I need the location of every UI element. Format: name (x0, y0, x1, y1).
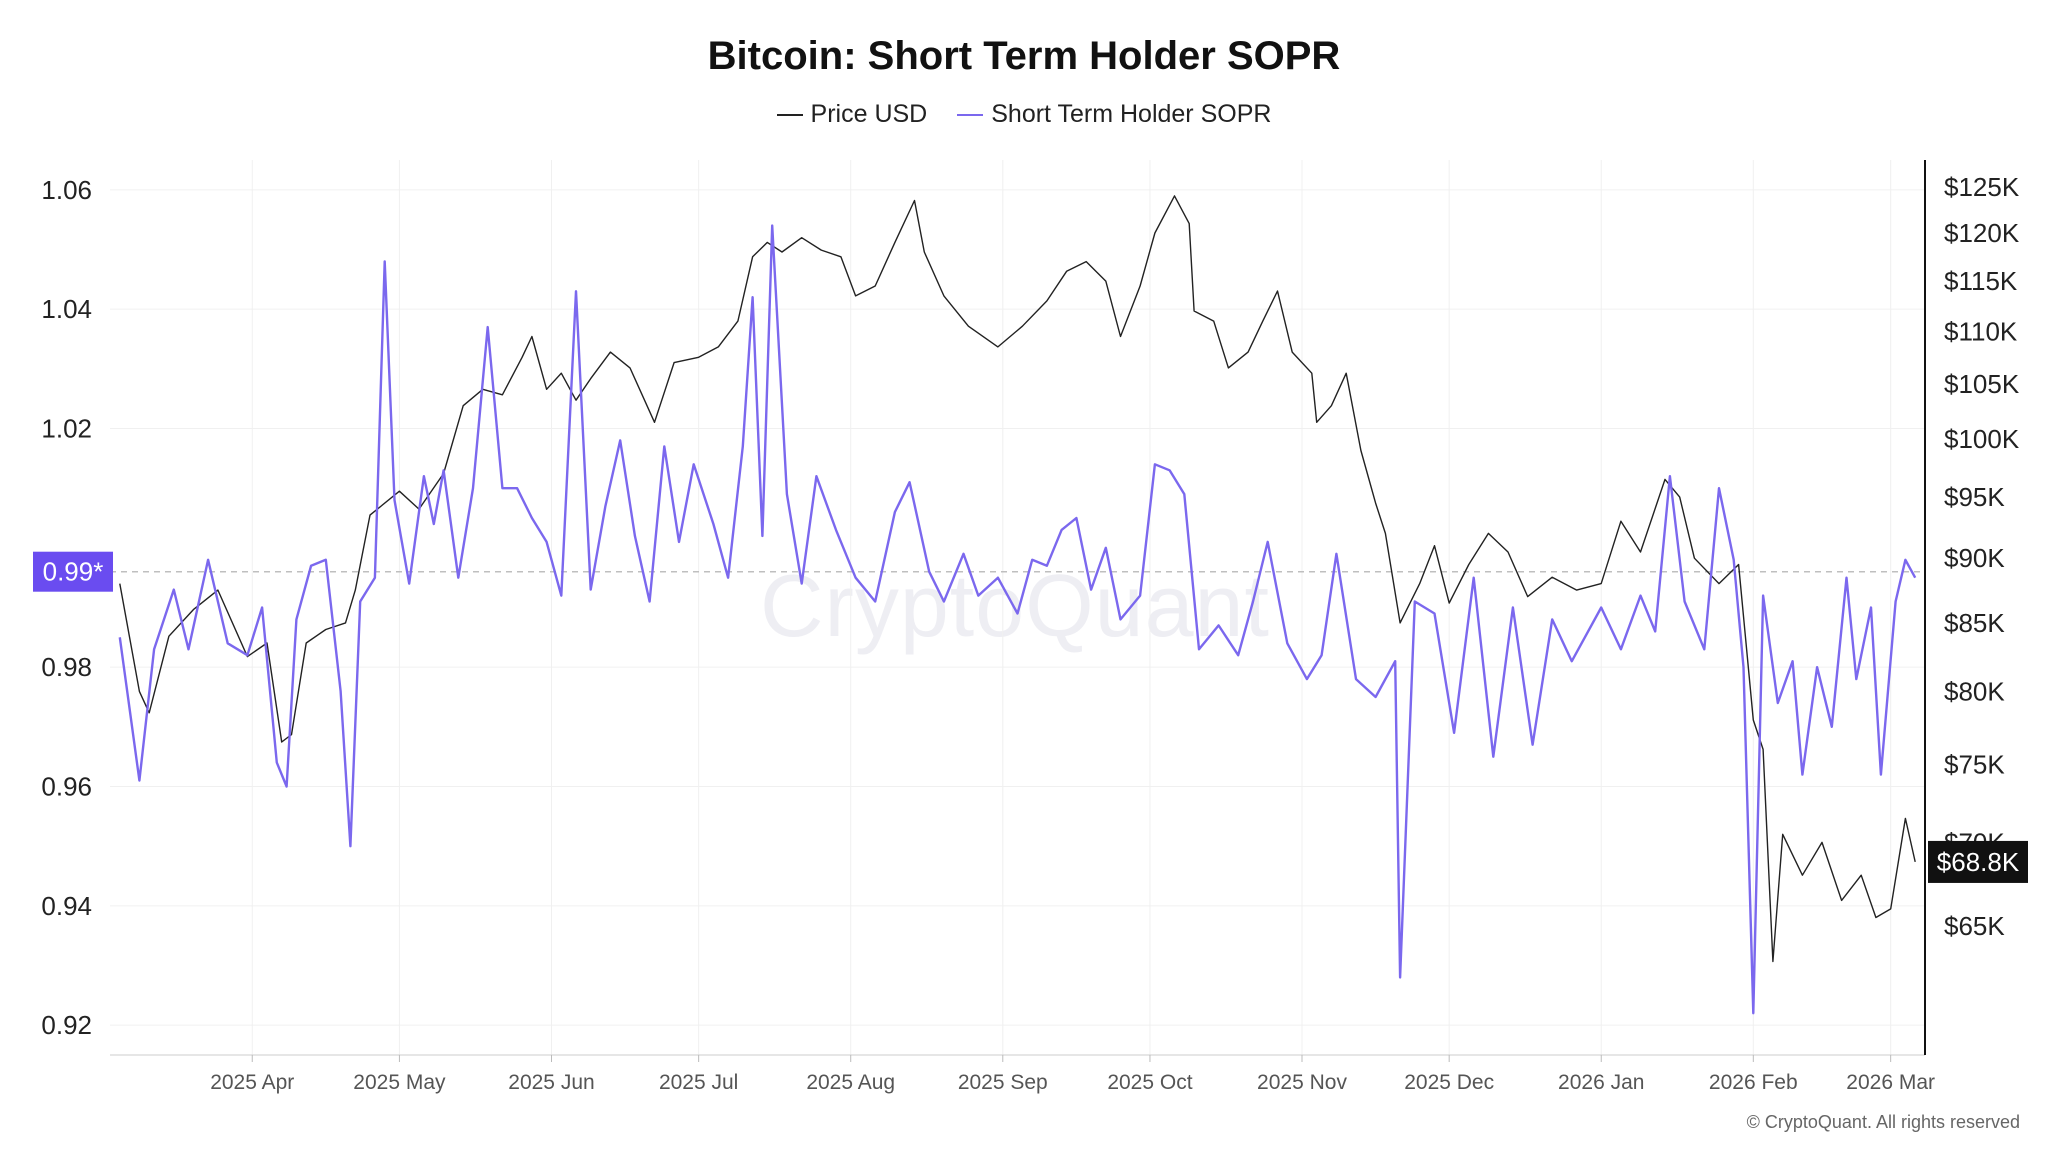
legend-label-price: Price USD (810, 100, 928, 128)
reference-badge-label: 0.99* (43, 557, 104, 587)
left-tick-label: 0.96 (41, 772, 92, 802)
right-tick-label: $120K (1944, 218, 2020, 248)
right-tick-label: $65K (1944, 911, 2005, 941)
left-tick-label: 0.92 (41, 1010, 92, 1040)
price-badge (1928, 840, 2028, 883)
x-tick-label: 2025 Nov (1257, 1071, 1347, 1094)
chart-title: Bitcoin: Short Term Holder SOPR (707, 34, 1341, 78)
right-tick-label: $110K (1944, 316, 2018, 346)
right-axis-ticks: $125K $120K $115K $110K $105K $100K $95K $90K $8… (1944, 172, 2020, 941)
x-tick-label: 2025 Oct (1107, 1071, 1192, 1094)
right-tick-label: $100K (1944, 424, 2020, 454)
legend-swatch-price (776, 113, 803, 116)
x-tick-label: 2025 May (353, 1071, 446, 1094)
left-tick-label: 1.06 (41, 175, 92, 205)
right-tick-label: $105K (1944, 369, 2020, 399)
grid (110, 160, 1925, 1055)
x-tick-label: 2025 Apr (210, 1071, 294, 1094)
legend-item-price[interactable]: Price USD (776, 100, 928, 129)
left-axis-ticks: 1.06 1.04 1.02 0.98 0.96 0.94 0.92 (41, 175, 92, 1040)
legend-swatch-sopr (957, 113, 984, 116)
right-tick-label: $95K (1944, 482, 2005, 512)
value-badges: 0.99* $68.8K (33, 551, 2028, 883)
right-tick-label: $125K (1944, 172, 2020, 202)
x-tick-label: 2025 Jun (508, 1071, 594, 1094)
x-tick-label: 2026 Jan (1558, 1071, 1644, 1094)
series-lines (118, 195, 1917, 1015)
price-badge-label: $68.8K (1937, 847, 2020, 877)
right-tick-label: $90K (1944, 543, 2005, 573)
left-tick-label: 0.98 (41, 652, 92, 682)
x-tick-label: 2025 Aug (806, 1071, 895, 1094)
x-tick-label: 2025 Dec (1404, 1071, 1494, 1094)
reference-badge (33, 551, 113, 592)
x-tick-label: 2025 Sep (958, 1071, 1048, 1094)
price-usd-line (119, 195, 1916, 963)
x-tick-label: 2026 Mar (1846, 1071, 1935, 1094)
right-tick-label: $85K (1944, 608, 2005, 638)
right-tick-label: $75K (1944, 749, 2005, 779)
copyright-text: © CryptoQuant. All rights reserved (1746, 1112, 2020, 1132)
sopr-line (118, 224, 1917, 1015)
x-tick-label: 2025 Jul (659, 1071, 738, 1094)
legend: Price USD Short Term Holder SOPR (0, 100, 2048, 129)
legend-label-sopr: Short Term Holder SOPR (991, 100, 1272, 128)
right-tick-label: $80K (1944, 676, 2005, 706)
axes (110, 160, 1926, 1056)
legend-item-sopr[interactable]: Short Term Holder SOPR (957, 100, 1271, 129)
x-axis-ticks: 2025 Apr 2025 May 2025 Jun 2025 Jul 2025 Aug… (210, 1055, 1935, 1094)
left-tick-label: 0.94 (41, 891, 92, 921)
right-tick-label: $115K (1944, 266, 2018, 296)
left-tick-label: 1.04 (41, 294, 92, 324)
x-tick-label: 2026 Feb (1709, 1071, 1798, 1094)
left-tick-label: 1.02 (41, 414, 92, 444)
